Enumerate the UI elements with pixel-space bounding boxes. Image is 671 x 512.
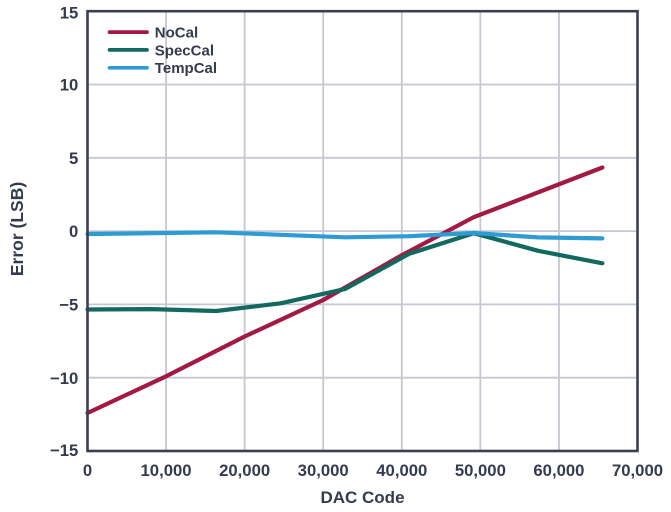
svg-text:5: 5 bbox=[69, 149, 78, 168]
svg-text:0: 0 bbox=[83, 461, 92, 480]
svg-text:DAC Code: DAC Code bbox=[320, 488, 404, 507]
svg-text:0: 0 bbox=[69, 222, 78, 241]
svg-text:10,000: 10,000 bbox=[141, 461, 192, 480]
svg-text:70,000: 70,000 bbox=[612, 461, 663, 480]
svg-text:20,000: 20,000 bbox=[219, 461, 270, 480]
svg-text:−5: −5 bbox=[59, 296, 78, 315]
svg-text:60,000: 60,000 bbox=[533, 461, 584, 480]
svg-text:−10: −10 bbox=[50, 369, 78, 388]
svg-text:Error (LSB): Error (LSB) bbox=[7, 182, 27, 276]
svg-text:30,000: 30,000 bbox=[298, 461, 349, 480]
svg-text:50,000: 50,000 bbox=[455, 461, 506, 480]
svg-text:40,000: 40,000 bbox=[376, 461, 427, 480]
svg-text:−15: −15 bbox=[50, 441, 78, 460]
svg-text:TempCal: TempCal bbox=[155, 60, 217, 77]
svg-text:NoCal: NoCal bbox=[155, 25, 198, 42]
svg-text:SpecCal: SpecCal bbox=[155, 42, 214, 59]
svg-text:10: 10 bbox=[60, 76, 79, 95]
svg-text:15: 15 bbox=[60, 4, 79, 23]
